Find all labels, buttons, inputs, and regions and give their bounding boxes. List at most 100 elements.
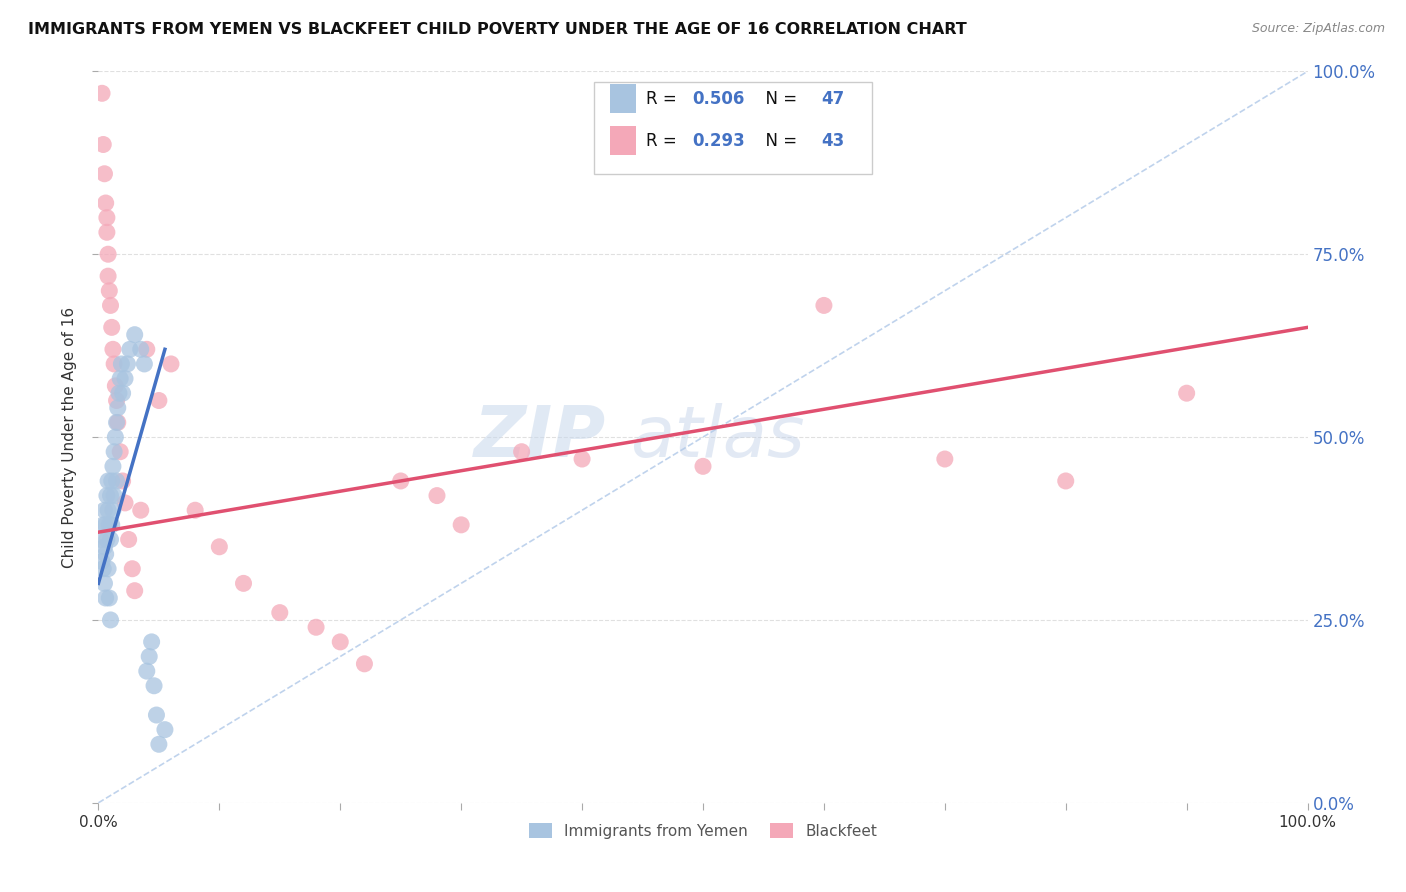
Point <box>110 357 132 371</box>
Point <box>100 517 122 532</box>
Point <box>114 496 136 510</box>
Point <box>91 554 114 568</box>
Point <box>450 517 472 532</box>
Point <box>129 503 152 517</box>
Text: N =: N = <box>755 90 803 108</box>
Point <box>93 540 115 554</box>
Point <box>97 474 120 488</box>
Point <box>98 284 121 298</box>
Point <box>118 533 141 547</box>
Point <box>94 591 117 605</box>
Point <box>100 320 122 334</box>
Text: N =: N = <box>755 132 803 150</box>
Text: Source: ZipAtlas.com: Source: ZipAtlas.com <box>1251 22 1385 36</box>
Point <box>138 649 160 664</box>
Point <box>100 474 122 488</box>
Point <box>96 225 118 239</box>
Point <box>105 393 128 408</box>
Point <box>813 298 835 312</box>
Point <box>148 393 170 408</box>
Point <box>100 613 122 627</box>
Point <box>96 489 118 503</box>
FancyBboxPatch shape <box>610 126 637 155</box>
Point <box>129 343 152 357</box>
Point <box>143 679 166 693</box>
Point <box>96 533 118 547</box>
Text: IMMIGRANTS FROM YEMEN VS BLACKFEET CHILD POVERTY UNDER THE AGE OF 16 CORRELATION: IMMIGRANTS FROM YEMEN VS BLACKFEET CHILD… <box>28 22 967 37</box>
Point <box>135 664 157 678</box>
Point <box>104 430 127 444</box>
Point <box>353 657 375 671</box>
Point <box>184 503 207 517</box>
Point <box>93 503 115 517</box>
Text: 43: 43 <box>821 132 845 150</box>
Point <box>934 452 956 467</box>
Point <box>692 459 714 474</box>
Point <box>389 474 412 488</box>
Point <box>1175 386 1198 401</box>
Point <box>93 167 115 181</box>
Point <box>145 708 167 723</box>
Point <box>121 562 143 576</box>
FancyBboxPatch shape <box>595 82 872 174</box>
Point <box>426 489 449 503</box>
Point <box>118 343 141 357</box>
Point <box>107 401 129 415</box>
Point <box>135 343 157 357</box>
Point <box>208 540 231 554</box>
FancyBboxPatch shape <box>610 84 637 113</box>
Point <box>97 247 120 261</box>
Point <box>1054 474 1077 488</box>
Point <box>111 474 134 488</box>
Point <box>103 357 125 371</box>
Text: ZIP: ZIP <box>474 402 606 472</box>
Point <box>108 371 131 385</box>
Point <box>91 517 114 532</box>
Point <box>101 459 124 474</box>
Point <box>148 737 170 751</box>
Point <box>329 635 352 649</box>
Point <box>97 562 120 576</box>
Text: R =: R = <box>647 90 682 108</box>
Point <box>94 517 117 532</box>
Point <box>105 416 128 430</box>
Point <box>232 576 254 591</box>
Point <box>107 416 129 430</box>
Point <box>114 371 136 385</box>
Point <box>100 298 122 312</box>
Point <box>100 533 122 547</box>
Point <box>305 620 328 634</box>
Legend: Immigrants from Yemen, Blackfeet: Immigrants from Yemen, Blackfeet <box>522 815 884 847</box>
Point <box>108 444 131 458</box>
Point <box>108 386 131 401</box>
Text: 0.506: 0.506 <box>692 90 745 108</box>
Point <box>91 87 114 101</box>
Point <box>134 357 156 371</box>
Point <box>103 444 125 458</box>
Text: R =: R = <box>647 132 682 150</box>
Point <box>98 591 121 605</box>
Point <box>105 474 128 488</box>
Point <box>98 517 121 532</box>
Text: atlas: atlas <box>630 402 806 472</box>
Point <box>90 533 112 547</box>
Point <box>571 452 593 467</box>
Point <box>160 357 183 371</box>
Point <box>117 357 139 371</box>
Point <box>101 503 124 517</box>
Point <box>94 196 117 211</box>
Point <box>97 503 120 517</box>
Point <box>510 444 533 458</box>
Point <box>104 379 127 393</box>
Point <box>97 269 120 284</box>
Point <box>103 489 125 503</box>
Point <box>269 606 291 620</box>
Point <box>124 583 146 598</box>
Text: 0.293: 0.293 <box>692 132 745 150</box>
Point <box>124 327 146 342</box>
Point <box>111 386 134 401</box>
Point <box>100 489 122 503</box>
Point <box>93 576 115 591</box>
Point <box>91 562 114 576</box>
Point <box>101 343 124 357</box>
